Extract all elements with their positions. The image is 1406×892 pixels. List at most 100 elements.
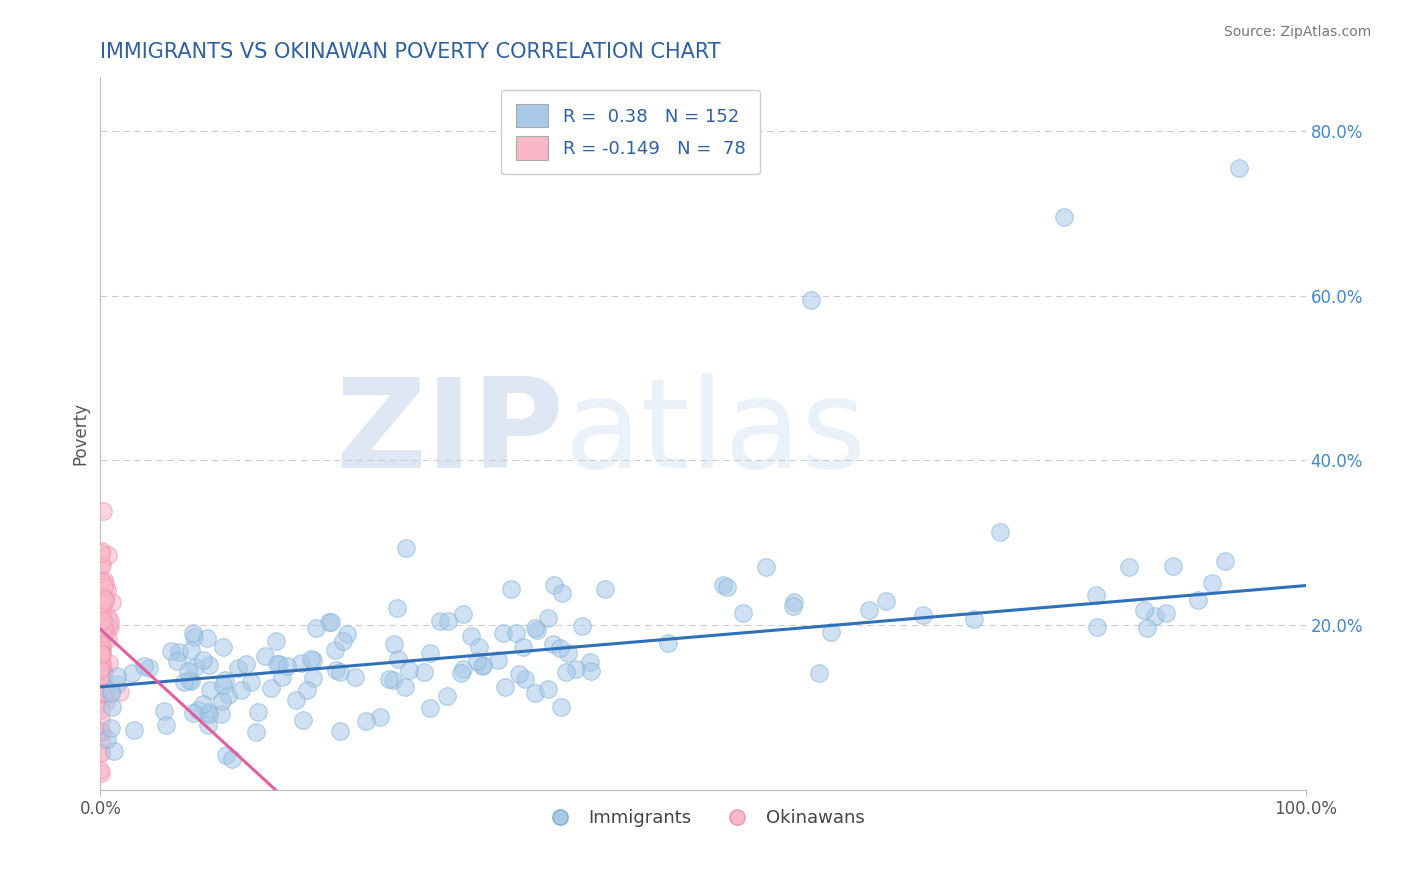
Point bbox=[90, 616, 112, 631]
Point bbox=[90, 734, 112, 748]
Point bbox=[783, 595, 806, 609]
Point bbox=[513, 672, 536, 686]
Point bbox=[657, 635, 679, 649]
Legend: Immigrants, Okinawans: Immigrants, Okinawans bbox=[534, 802, 872, 834]
Point bbox=[90, 653, 112, 667]
Point bbox=[184, 659, 207, 673]
Point bbox=[336, 627, 359, 641]
Point bbox=[90, 667, 112, 681]
Point bbox=[94, 577, 117, 591]
Point bbox=[419, 646, 441, 660]
Point bbox=[187, 703, 209, 717]
Point bbox=[1187, 592, 1209, 607]
Point bbox=[800, 293, 823, 307]
Point bbox=[91, 596, 114, 610]
Point bbox=[581, 664, 603, 678]
Point bbox=[90, 546, 112, 560]
Point bbox=[89, 660, 111, 674]
Point bbox=[90, 713, 112, 727]
Point bbox=[323, 643, 346, 657]
Point bbox=[96, 732, 118, 747]
Point bbox=[181, 626, 204, 640]
Point bbox=[91, 557, 114, 571]
Point bbox=[536, 610, 558, 624]
Point bbox=[325, 663, 347, 677]
Point bbox=[103, 744, 125, 758]
Point bbox=[90, 703, 112, 717]
Point bbox=[89, 637, 111, 651]
Point bbox=[90, 693, 112, 707]
Point bbox=[537, 681, 560, 696]
Point bbox=[990, 524, 1012, 539]
Point bbox=[90, 747, 112, 761]
Point bbox=[195, 631, 218, 645]
Point bbox=[91, 624, 114, 638]
Point bbox=[212, 640, 235, 654]
Point bbox=[209, 706, 232, 721]
Point bbox=[465, 654, 488, 668]
Point bbox=[429, 614, 451, 628]
Point bbox=[755, 559, 778, 574]
Point bbox=[246, 705, 269, 719]
Point bbox=[180, 643, 202, 657]
Point bbox=[467, 640, 489, 654]
Point bbox=[101, 699, 124, 714]
Point bbox=[93, 573, 115, 587]
Point bbox=[100, 721, 122, 735]
Point bbox=[1201, 576, 1223, 591]
Point bbox=[90, 766, 112, 780]
Point bbox=[235, 657, 257, 671]
Point bbox=[198, 706, 221, 721]
Point bbox=[89, 725, 111, 739]
Text: ZIP: ZIP bbox=[336, 373, 564, 494]
Point bbox=[319, 615, 342, 629]
Point bbox=[89, 615, 111, 630]
Point bbox=[963, 612, 986, 626]
Point bbox=[384, 637, 406, 651]
Point bbox=[90, 658, 112, 673]
Point bbox=[89, 764, 111, 778]
Point bbox=[253, 648, 276, 663]
Text: Source: ZipAtlas.com: Source: ZipAtlas.com bbox=[1223, 25, 1371, 39]
Point bbox=[1213, 554, 1236, 568]
Point bbox=[177, 664, 200, 678]
Point bbox=[96, 625, 118, 640]
Point bbox=[264, 634, 287, 648]
Point bbox=[197, 705, 219, 719]
Point bbox=[183, 706, 205, 720]
Point bbox=[90, 686, 112, 700]
Point bbox=[270, 670, 292, 684]
Y-axis label: Poverty: Poverty bbox=[72, 402, 89, 465]
Point bbox=[305, 621, 328, 635]
Point bbox=[91, 504, 114, 518]
Point bbox=[91, 587, 114, 601]
Point bbox=[94, 695, 117, 709]
Point bbox=[211, 693, 233, 707]
Point bbox=[731, 606, 754, 620]
Point bbox=[93, 665, 115, 679]
Point bbox=[105, 668, 128, 682]
Point bbox=[90, 666, 112, 681]
Point bbox=[451, 607, 474, 621]
Point bbox=[93, 591, 115, 606]
Point bbox=[177, 673, 200, 688]
Point bbox=[166, 654, 188, 668]
Point bbox=[93, 685, 115, 699]
Point bbox=[89, 660, 111, 674]
Point bbox=[90, 618, 112, 632]
Point bbox=[91, 647, 114, 661]
Point bbox=[89, 724, 111, 739]
Point bbox=[90, 652, 112, 666]
Point bbox=[90, 660, 112, 674]
Point bbox=[564, 662, 586, 676]
Point bbox=[90, 624, 112, 639]
Point bbox=[419, 700, 441, 714]
Point bbox=[183, 630, 205, 644]
Point bbox=[89, 662, 111, 676]
Point bbox=[524, 622, 547, 636]
Point bbox=[297, 682, 319, 697]
Point bbox=[155, 718, 177, 732]
Point bbox=[93, 626, 115, 640]
Point bbox=[212, 678, 235, 692]
Point bbox=[1144, 609, 1167, 624]
